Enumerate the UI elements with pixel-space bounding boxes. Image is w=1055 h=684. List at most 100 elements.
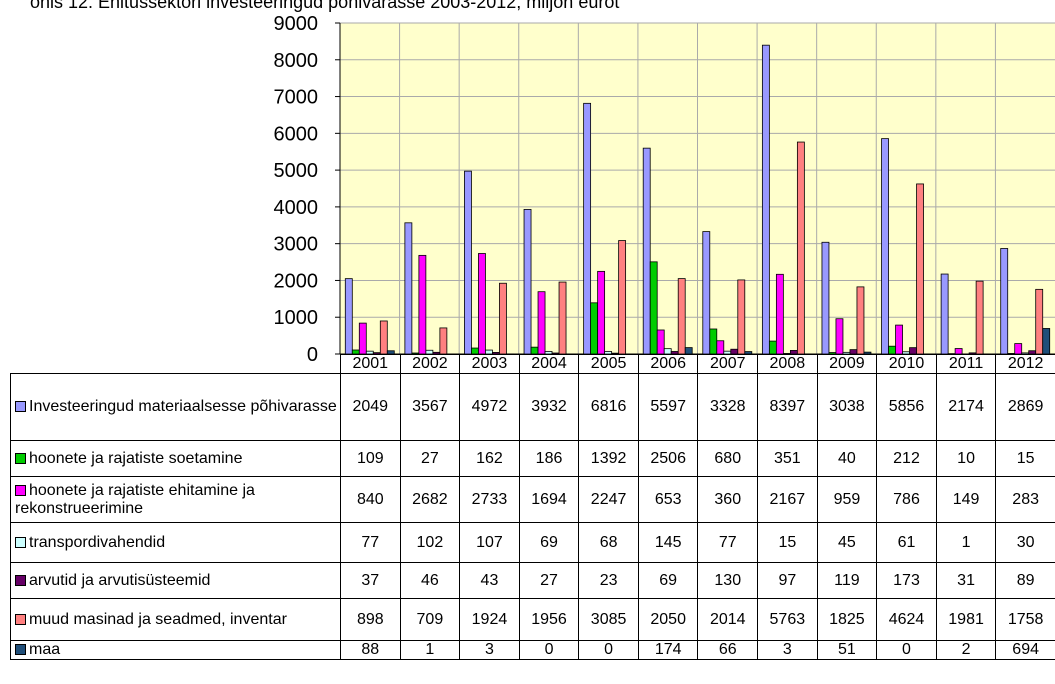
chart: onis 12. Ehitussektori investeeringud põ… [30,0,1055,366]
bar [379,320,388,355]
value-cell: 173 [876,562,937,599]
value-cell: 212 [876,440,937,477]
bar [895,324,903,355]
bar [478,253,486,355]
value-cell: 2049 [340,373,401,441]
y-tick-label: 5000 [274,160,319,182]
bar [523,208,532,355]
value-cell: 1825 [816,598,878,641]
bar [821,241,830,355]
bar [499,282,507,355]
value-cell: 107 [459,522,520,563]
value-cell: 1392 [578,440,639,477]
series-label-cell: hoonete ja rajatiste soetamine [10,440,341,477]
value-cell: 0 [578,640,639,660]
bar [404,222,413,355]
value-cell: 4972 [459,373,520,441]
value-cell: 77 [340,522,401,563]
series-label-cell: maa [10,640,341,660]
y-tick-label: 9000 [274,13,319,35]
bar [881,138,889,355]
value-cell: 1694 [518,476,580,523]
value-cell: 3328 [697,373,759,441]
value-cell: 840 [340,476,401,523]
y-tick-label: 8000 [274,50,319,72]
data-row: maa 88 1 3 0 0 174 66 3 51 0 2 694 [10,640,1055,660]
bar [716,340,725,355]
x-tick-label: 2008 [757,354,818,374]
bar [1000,248,1009,355]
header-row: 2001 2002 2003 2004 2005 2006 2007 2008 2009 2010… [11,354,1055,374]
value-cell: 15 [757,522,818,563]
legend-swatch [15,613,26,625]
value-cell: 27 [399,440,461,477]
value-cell: 10 [935,440,997,477]
bar [1035,288,1044,355]
value-cell: 3 [459,640,520,660]
x-tick-label: 2003 [459,354,520,374]
value-cell: 2 [935,640,997,660]
y-tick-label: 3000 [274,234,319,256]
bar [940,273,949,355]
bar [642,147,651,355]
value-cell: 61 [876,522,937,563]
bar [418,254,427,355]
data-row: arvutid ja arvutisüsteemid 37 46 43 27 23 69 13… [10,562,1055,599]
bar [464,170,472,355]
bar [737,279,746,355]
value-cell: 709 [399,598,461,641]
value-cell: 37 [340,562,401,599]
value-cell: 8397 [757,373,818,441]
value-cell: 43 [459,562,520,599]
bar [530,346,539,355]
bar [677,278,686,355]
legend-label: arvutid ja arvutisüsteemid [29,571,211,589]
value-cell: 30 [995,522,1055,563]
value-cell: 119 [816,562,878,599]
value-cell: 694 [995,640,1055,660]
value-cell: 130 [697,562,759,599]
bar [888,345,896,355]
value-cell: 3085 [578,598,639,641]
y-tick-label: 4000 [274,197,319,219]
series-label-cell: Investeeringud materiaalsesse põhivarass… [10,373,341,441]
y-tick-label: 2000 [274,270,319,292]
y-tick-label: 6000 [274,123,319,145]
bar [558,281,567,355]
chart-title: onis 12. Ehitussektori investeeringud põ… [30,0,619,12]
bar [916,183,924,355]
value-cell: 66 [697,640,759,660]
bar [768,340,777,355]
value-cell: 3 [757,640,818,660]
bar [1042,328,1051,355]
bar [649,261,658,355]
value-cell: 145 [637,522,699,563]
y-tick-label: 0 [307,344,318,366]
value-cell: 89 [995,562,1055,599]
bar [618,240,627,355]
bar [775,273,784,355]
value-cell: 2869 [995,373,1055,441]
y-tick-label: 7000 [274,87,319,109]
bar [835,318,844,355]
series-label-cell: arvutid ja arvutisüsteemid [10,562,341,599]
legend-label: Investeeringud materiaalsesse põhivarass… [29,398,337,415]
value-cell: 351 [757,440,818,477]
bar [1014,343,1023,355]
y-tick-label: 1000 [274,307,319,329]
bar [439,327,448,355]
value-cell: 4624 [876,598,937,641]
data-row: muud masinad ja seadmed, inventar 898 709 1… [10,598,1055,641]
value-cell: 68 [578,522,639,563]
series-label-cell: hoonete ja rajatiste ehitamine ja rekons… [10,476,341,523]
bar [863,351,872,355]
value-cell: 5763 [757,598,818,641]
bar [856,286,865,355]
value-cell: 1 [399,640,461,660]
value-cell: 46 [399,562,461,599]
legend-swatch [15,574,26,586]
x-tick-label: 2006 [637,354,699,374]
bar [796,141,805,355]
bar [537,291,546,355]
